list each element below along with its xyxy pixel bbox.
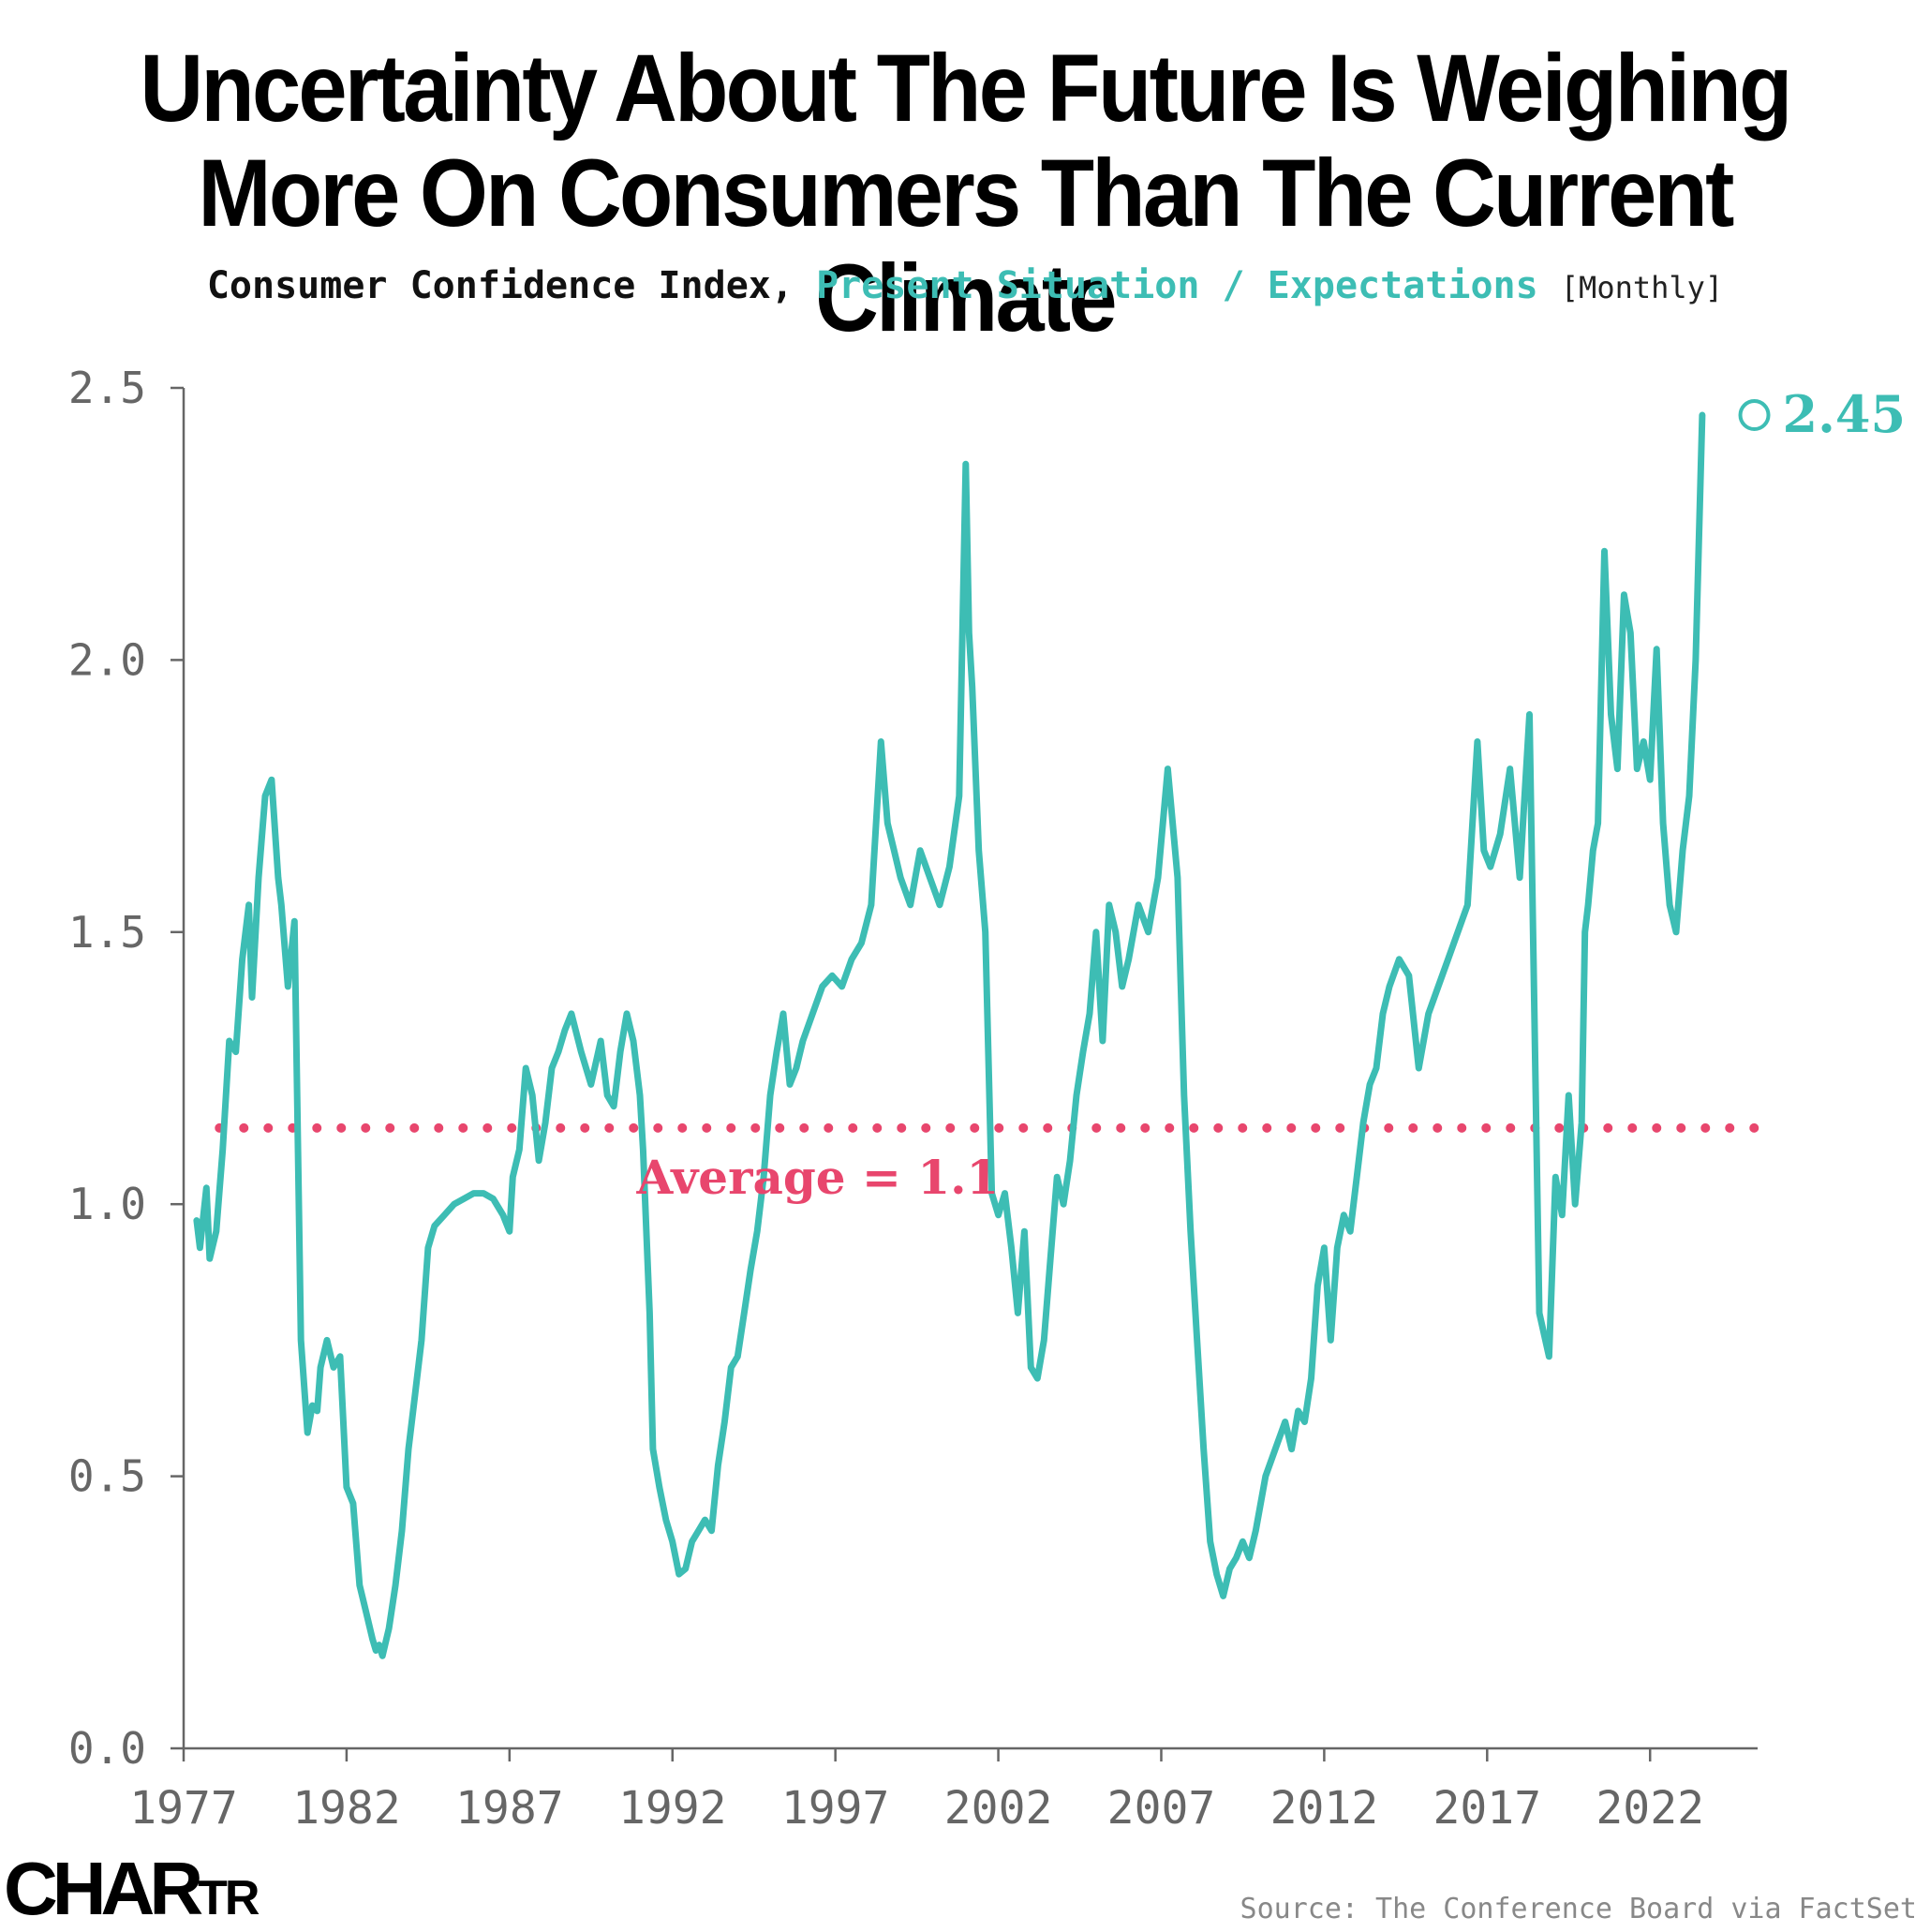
- chart-title: Uncertainty About The Future Is Weighing…: [77, 36, 1852, 350]
- y-tick-label: 1.0: [68, 1179, 146, 1229]
- source-note: Source: The Conference Board via FactSet: [1240, 1893, 1917, 1925]
- subtitle-prefix: Consumer Confidence Index,: [206, 264, 794, 307]
- subtitle-series: Present Situation / Expectations: [816, 264, 1538, 307]
- x-tick-label: 1977: [129, 1782, 238, 1835]
- last-point-label: 2.45: [1783, 384, 1907, 444]
- chart-subtitle: Consumer Confidence Index, Present Situa…: [0, 264, 1930, 307]
- x-tick-label: 2022: [1596, 1782, 1704, 1835]
- axes: 0.0 0.5 1.0 1.5 2.0 2.5 1977 1982 1987 1992 1997 20…: [68, 363, 1758, 1835]
- x-tick-label: 2002: [944, 1782, 1053, 1835]
- y-tick-label: 1.5: [68, 907, 146, 958]
- x-tick-label: 2012: [1270, 1782, 1379, 1835]
- subtitle-frequency: [Monthly]: [1560, 270, 1724, 305]
- x-tick-label: 1992: [618, 1782, 727, 1835]
- title-line-1: Uncertainty About The Future Is Weighing: [140, 35, 1792, 141]
- y-tick-label: 0.0: [68, 1723, 146, 1774]
- x-tick-label: 1987: [455, 1782, 564, 1835]
- logo-text: CHAR: [4, 1847, 203, 1930]
- logo-text-small: TR: [198, 1871, 260, 1925]
- y-tick-label: 2.5: [68, 363, 146, 413]
- y-tick-label: 0.5: [68, 1451, 146, 1502]
- chartr-logo: CHARTR: [4, 1846, 260, 1932]
- series-group: [193, 399, 1771, 1659]
- average-label: Average = 1.1: [635, 1150, 999, 1205]
- labels-group: 2.45 Average = 1.1: [635, 384, 1906, 1205]
- x-tick-label: 2017: [1433, 1782, 1542, 1835]
- y-tick-label: 2.0: [68, 634, 146, 685]
- x-tick-label: 1997: [781, 1782, 890, 1835]
- x-tick-label: 1982: [292, 1782, 401, 1835]
- last-point-marker: [1738, 399, 1771, 432]
- title-line-2: More On Consumers Than The Current Clima…: [198, 140, 1734, 351]
- x-tick-label: 2007: [1107, 1782, 1216, 1835]
- series-line: [193, 411, 1706, 1659]
